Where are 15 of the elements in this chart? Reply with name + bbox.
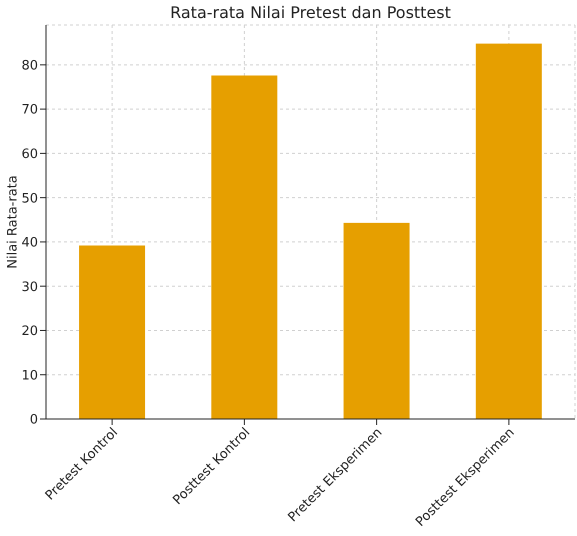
bar [79, 245, 146, 419]
bar [344, 222, 410, 419]
y-tick-label: 70 [21, 102, 38, 118]
y-tick-label: 60 [21, 146, 38, 162]
y-tick-label: 20 [21, 324, 38, 340]
y-tick-label: 0 [30, 412, 38, 428]
bar [211, 75, 278, 419]
y-tick-label: 80 [21, 58, 38, 74]
bar [476, 44, 542, 419]
y-axis-title: Nilai Rata-rata [6, 175, 20, 269]
y-tick-label: 10 [21, 368, 38, 384]
chart-title: Rata-rata Nilai Pretest dan Posttest [169, 3, 452, 22]
y-tick-label: 40 [21, 236, 38, 251]
y-tick-label: 50 [21, 191, 38, 206]
y-tick-label: 30 [21, 280, 38, 295]
